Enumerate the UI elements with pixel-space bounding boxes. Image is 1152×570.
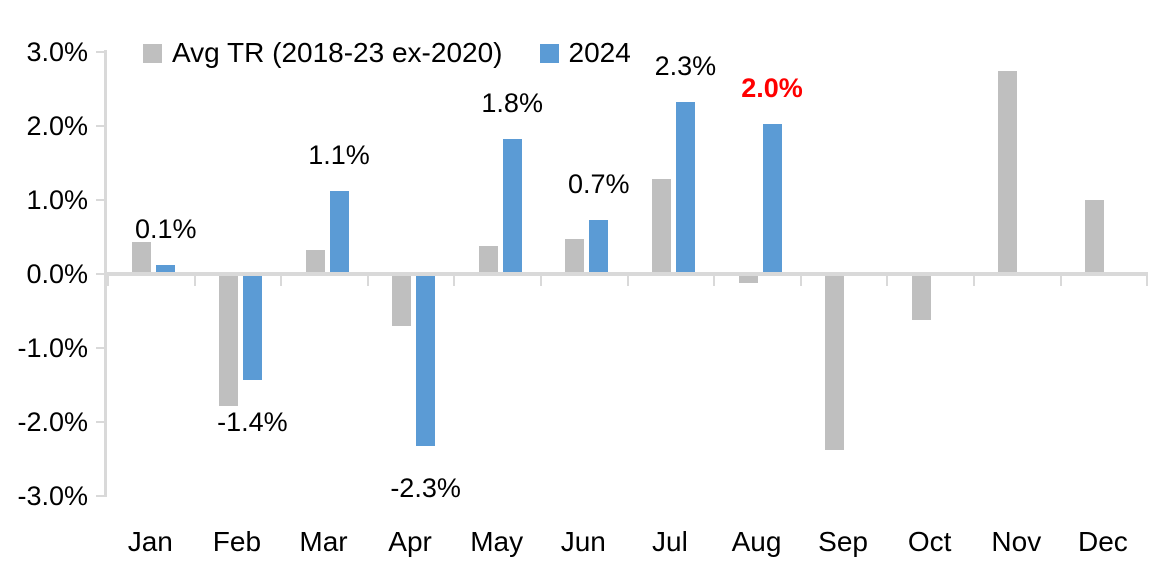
data-label-mar: 1.1% [308,139,370,170]
bar-avg-jan [132,242,151,272]
bar-avg-sep [825,276,844,450]
bar-avg-mar [306,250,325,272]
month-label-aug: Aug [731,526,782,557]
x-tick-6 [627,276,629,286]
y-tick-label-3.0%: 3.0% [26,37,88,67]
bar-avg-dec [1085,200,1104,272]
month-label-may: May [470,526,524,557]
bar-avg-may [479,246,498,272]
data-label-feb: -1.4% [217,406,288,437]
y-tick-label-0.0%: 0.0% [26,259,88,289]
x-axis-line [104,272,1149,276]
x-tick-12 [1146,276,1148,286]
y-tick-label-2.0%: 2.0% [26,111,88,141]
bar-avg-apr [392,276,411,326]
bar-2024-jan [156,265,175,272]
bar-avg-nov [998,71,1017,272]
bar-2024-feb [243,276,262,380]
data-label-jan: 0.1% [135,213,197,244]
bar-2024-mar [330,191,349,272]
y-tick-0.0% [96,273,104,275]
x-tick-4 [453,276,455,286]
y-tick--3.0% [96,495,104,497]
month-label-jun: Jun [560,526,606,557]
month-label-oct: Oct [907,526,952,557]
legend-label-avg-tr: Avg TR (2018-23 ex-2020) [172,37,503,68]
y-tick--2.0% [96,421,104,423]
y-tick-2.0% [96,125,104,127]
bar-avg-jun [565,239,584,272]
bar-avg-aug [739,276,758,283]
y-tick-3.0% [96,51,104,53]
y-tick-label--2.0%: -2.0% [17,407,88,437]
data-label-jul: 2.3% [654,50,717,81]
data-label-may: 1.8% [481,87,543,118]
month-label-mar: Mar [299,526,348,557]
month-label-dec: Dec [1077,526,1128,557]
x-tick-7 [713,276,715,286]
data-label-jun: 0.7% [568,169,630,200]
month-label-jul: Jul [651,526,688,557]
x-tick-1 [194,276,196,286]
x-tick-3 [367,276,369,286]
x-tick-8 [800,276,802,286]
y-tick-label--3.0%: -3.0% [17,481,88,511]
month-label-feb: Feb [212,526,262,557]
data-label-aug: 2.0% [741,73,803,103]
legend: Avg TR (2018-23 ex-2020) 2024 [143,36,631,70]
y-tick-1.0% [96,199,104,201]
bar-2024-aug [763,124,782,272]
month-label-sep: Sep [818,526,869,557]
bar-2024-may [503,139,522,272]
bar-2024-jul [676,102,695,272]
legend-swatch-2024 [539,43,559,63]
month-label-nov: Nov [991,526,1042,557]
x-tick-5 [540,276,542,286]
y-tick-label--1.0%: -1.0% [17,333,88,363]
x-tick-9 [886,276,888,286]
x-tick-0 [107,276,109,286]
y-tick--1.0% [96,347,104,349]
bar-2024-apr [416,276,435,446]
legend-swatch-avg-tr [143,43,162,63]
bar-avg-oct [912,276,931,320]
data-label-apr: -2.3% [390,473,461,504]
bar-avg-feb [219,276,238,406]
legend-label-2024: 2024 [568,37,631,68]
x-tick-11 [1060,276,1062,286]
bar-2024-jun [589,220,608,272]
month-label-jan: Jan [127,526,173,557]
x-tick-10 [973,276,975,286]
bar-avg-jul [652,179,671,272]
y-tick-label-1.0%: 1.0% [26,185,88,215]
month-label-apr: Apr [388,526,432,557]
x-tick-2 [280,276,282,286]
